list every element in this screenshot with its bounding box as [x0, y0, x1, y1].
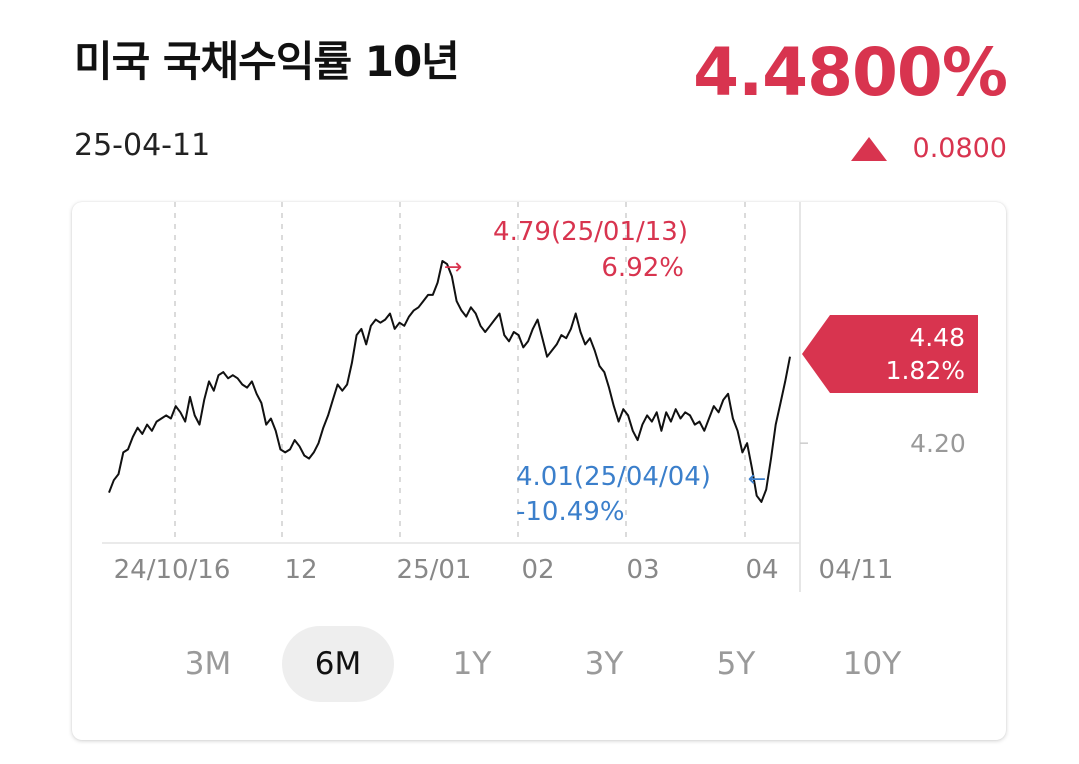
period-button-1y[interactable]: 1Y	[452, 646, 492, 682]
period-button-3y[interactable]: 3Y	[584, 646, 624, 682]
x-tick-label-5: 04	[745, 555, 778, 585]
current-pct-label: 1.82%	[886, 356, 965, 385]
chart-card: 24/10/16 12 25/01 02 03 04 04/11 4.20 4.79(25/01…	[72, 202, 1006, 740]
y-reference-label: 4.20	[910, 429, 966, 458]
x-tick-label-6: 04/11	[819, 555, 894, 585]
quote-date: 25-04-11	[74, 128, 211, 163]
x-tick-label-1: 12	[284, 555, 317, 585]
triangle-up-icon	[850, 136, 887, 161]
period-selector: 3M 6M 1Y 3Y 5Y 10Y	[185, 626, 972, 702]
high-pct-label: 6.92%	[601, 253, 684, 283]
page-title: 미국 국채수익률 10년	[74, 37, 460, 86]
period-button-10y[interactable]: 10Y	[842, 646, 902, 682]
period-button-6m[interactable]: 6M	[282, 626, 394, 702]
yield-change-value: 0.0800	[912, 133, 1007, 164]
high-label: 4.79(25/01/13)	[493, 217, 688, 247]
current-value-tag	[802, 315, 978, 393]
low-label: 4.01(25/04/04)	[516, 462, 711, 492]
x-tick-label-3: 02	[521, 555, 554, 585]
yield-change: 0.0800	[850, 133, 1007, 164]
current-value-label: 4.48	[909, 323, 965, 352]
series-line	[108, 260, 791, 503]
x-tick-label-0: 24/10/16	[114, 555, 231, 585]
current-yield: 4.4800%	[693, 34, 1008, 111]
period-button-3m[interactable]: 3M	[184, 646, 232, 682]
x-tick-label-2: 25/01	[397, 555, 472, 585]
x-tick-label-4: 03	[626, 555, 659, 585]
yield-line-chart[interactable]: 24/10/16 12 25/01 02 03 04 04/11 4.20 4.79(25/01…	[72, 202, 1006, 622]
low-pct-label: -10.49%	[516, 497, 625, 527]
arrow-right-icon: →	[444, 255, 462, 280]
arrow-left-icon: ←	[748, 467, 766, 492]
period-button-5y[interactable]: 5Y	[716, 646, 756, 682]
